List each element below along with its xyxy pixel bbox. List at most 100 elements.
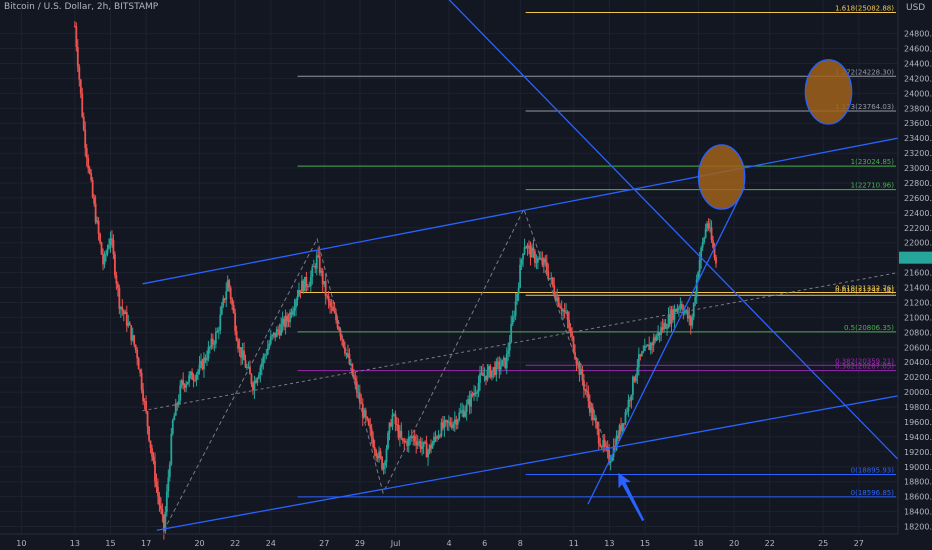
candle-body: [109, 238, 112, 246]
candle-body: [134, 344, 137, 350]
candle-body: [593, 417, 596, 420]
arrow-up[interactable]: [618, 472, 645, 522]
candle-body: [272, 332, 275, 335]
candle-body: [467, 399, 470, 405]
candle-body: [605, 446, 608, 448]
candle-body: [645, 346, 648, 348]
candle-body: [122, 310, 125, 315]
candle-body: [332, 306, 334, 311]
candle-body: [535, 262, 538, 264]
candle-body: [620, 425, 622, 432]
candle-body: [241, 350, 244, 358]
candle-body: [680, 303, 683, 309]
candle-body: [167, 477, 170, 492]
candle-body: [289, 312, 291, 322]
price-axis[interactable]: 18200.00 18400.00 18600.00 18800.00 19000.00…: [897, 0, 932, 534]
candle-body: [238, 347, 241, 349]
candle-body: [249, 366, 251, 375]
candle-body: [673, 309, 676, 320]
trend-line-lower-channel[interactable]: [156, 395, 899, 531]
candle-body: [347, 353, 349, 355]
candle-body: [281, 318, 284, 325]
candle-body: [275, 329, 278, 338]
candle-body: [103, 254, 106, 265]
candle-body: [415, 441, 418, 446]
candle-body: [664, 322, 667, 329]
dashed-zigzag[interactable]: [163, 207, 610, 531]
candle-body: [449, 421, 452, 426]
candle-body: [468, 399, 471, 407]
candle-body: [367, 419, 370, 426]
candle-body: [394, 414, 397, 424]
candle-body: [428, 444, 431, 452]
candle-body: [284, 315, 287, 327]
candle-body: [534, 251, 536, 263]
candle-body: [137, 358, 140, 370]
candle-body: [547, 271, 550, 279]
candle-body: [437, 435, 440, 439]
current-price-marker: [899, 251, 932, 264]
y-tick-label: 24400.00: [904, 59, 932, 68]
candle-body: [667, 314, 670, 328]
trend-line-steep-support[interactable]: [587, 186, 746, 505]
candle-body: [200, 360, 202, 365]
candle-body: [387, 432, 389, 449]
candle-body: [318, 255, 321, 273]
candle-body: [689, 316, 692, 326]
candle-body: [286, 315, 288, 321]
candle-body: [514, 301, 517, 316]
candle-body: [171, 420, 174, 434]
y-tick-label: 23800.00: [904, 104, 932, 113]
x-tick-label: 20: [729, 539, 739, 548]
y-tick-label: 24000.00: [904, 89, 932, 98]
target-circle-1[interactable]: [697, 144, 746, 210]
candle-body: [476, 392, 478, 394]
trend-line-descending[interactable]: [431, 0, 899, 460]
candle-body: [623, 423, 625, 425]
candle-body: [715, 257, 717, 264]
dashed-midline[interactable]: [142, 272, 899, 412]
candle-body: [453, 419, 456, 424]
candle-body: [590, 407, 593, 413]
candle-body: [136, 349, 139, 359]
candle-body: [505, 354, 508, 368]
candle-body: [479, 373, 481, 383]
candle-body: [713, 247, 716, 258]
candle-body: [385, 448, 388, 462]
candle-body: [577, 362, 579, 365]
candle-body: [550, 277, 553, 279]
candle-body: [502, 357, 505, 360]
candle-body: [700, 247, 703, 260]
candle-body: [240, 347, 242, 358]
candle-body: [563, 309, 566, 313]
candle-body: [351, 363, 354, 375]
candle-body: [140, 372, 143, 390]
candle-body: [393, 414, 395, 416]
candle-body: [709, 227, 711, 229]
candle-body: [94, 203, 97, 223]
fib-level-label: 0.382(20287.05): [835, 363, 894, 371]
annotations[interactable]: [618, 59, 853, 522]
candle-body: [572, 336, 575, 353]
candle-body: [655, 336, 658, 341]
y-tick-label: 24800.00: [904, 30, 932, 39]
y-tick-label: 19000.00: [904, 463, 932, 472]
candle-body: [139, 369, 142, 373]
trend-lines[interactable]: [142, 0, 899, 531]
candle-body: [519, 264, 521, 288]
candle-body: [458, 412, 461, 420]
target-circle-2[interactable]: [804, 59, 853, 125]
time-axis[interactable]: 10 13 15 17 20 22 24 27 29 Jul 4 6 8 11 13 15 18 20 22 25 27: [0, 533, 898, 548]
y-tick-label: 19600.00: [904, 418, 932, 427]
trend-line-upper-channel[interactable]: [142, 137, 899, 285]
candle-body: [419, 441, 422, 449]
y-tick-label: 24200.00: [904, 74, 932, 83]
candle-body: [529, 245, 532, 258]
candle-body: [91, 180, 94, 198]
candle-body: [301, 280, 303, 292]
candle-body: [201, 360, 204, 370]
candle-body: [510, 324, 513, 343]
